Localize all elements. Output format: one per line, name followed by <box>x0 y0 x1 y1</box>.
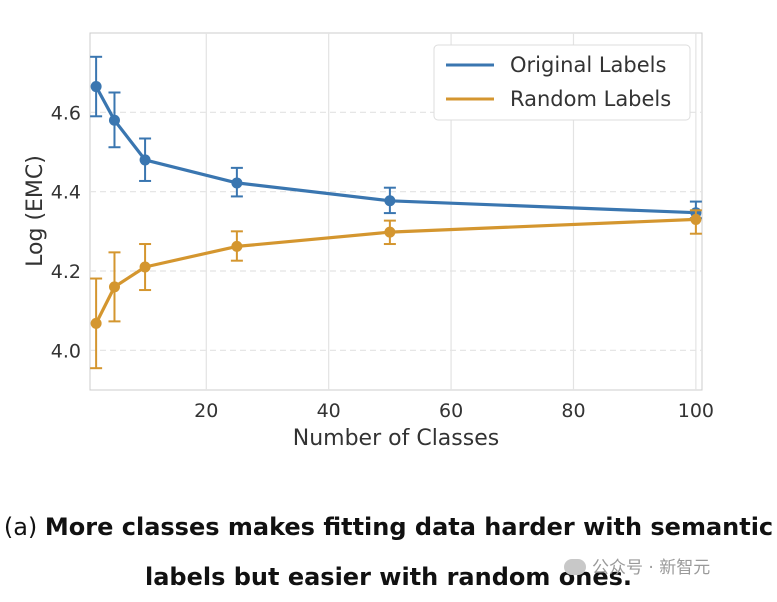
caption-prefix: (a) <box>3 513 45 541</box>
x-tick-labels: 20 40 60 80 100 <box>194 400 714 422</box>
x-tick-label: 60 <box>439 400 463 422</box>
y-tick-label: 4.2 <box>51 261 81 283</box>
series-line <box>94 85 696 215</box>
x-tick-label: 40 <box>317 400 341 422</box>
legend-label-random: Random Labels <box>510 87 671 111</box>
y-axis-label: Log (EMC) <box>23 155 48 267</box>
watermark-text: 公众号 · 新智元 <box>592 558 711 578</box>
y-tick-label: 4.6 <box>51 102 81 124</box>
wechat-icon <box>564 559 586 575</box>
data-point <box>108 114 120 126</box>
series-random-labels <box>90 209 702 370</box>
legend: Original Labels Random Labels <box>433 44 691 121</box>
data-point <box>690 213 702 225</box>
x-tick-label: 20 <box>194 400 218 422</box>
y-tick-labels: 4.0 4.2 4.4 4.6 <box>51 102 81 362</box>
figure-caption: (a) More classes makes fitting data hard… <box>0 502 777 602</box>
emc-chart: 20 40 60 80 100 4.0 4.2 4.4 4.6 Number of Class… <box>23 32 714 451</box>
x-tick-label: 80 <box>561 400 585 422</box>
y-tick-label: 4.4 <box>51 182 81 204</box>
x-tick-label: 100 <box>678 400 714 422</box>
data-point <box>231 240 243 252</box>
watermark: 公众号 · 新智元 <box>564 553 710 578</box>
caption-text-1: More classes makes fitting data harder w… <box>44 513 774 541</box>
series-layer <box>90 55 702 370</box>
data-point <box>90 81 102 93</box>
data-point <box>231 177 243 189</box>
data-point <box>139 154 151 166</box>
caption-text-2: labels but easier with random ones. <box>144 563 632 591</box>
caption-line-2: labels but easier with random ones. <box>0 552 777 602</box>
series-line <box>94 217 696 325</box>
data-point <box>384 226 396 238</box>
y-tick-label: 4.0 <box>51 340 81 362</box>
legend-label-original: Original Labels <box>510 53 666 77</box>
x-axis-label: Number of Classes <box>293 426 499 451</box>
caption-line-1: (a) More classes makes fitting data hard… <box>0 502 777 552</box>
data-point <box>384 195 396 207</box>
data-point <box>90 317 102 329</box>
legend-box <box>433 44 691 121</box>
data-point <box>139 261 151 273</box>
data-point <box>108 281 120 293</box>
